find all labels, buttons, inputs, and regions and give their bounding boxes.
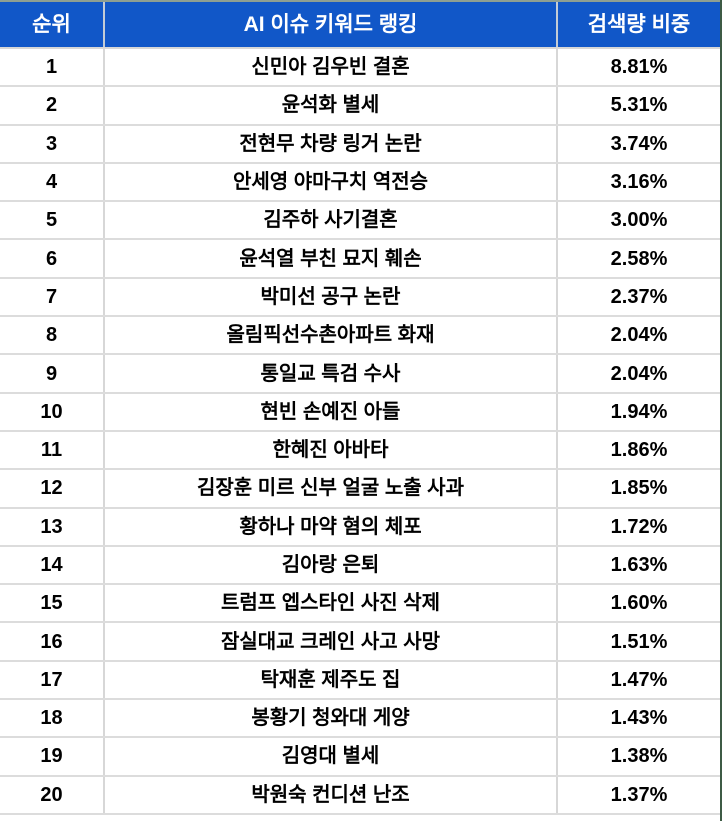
- rank-cell: 15: [0, 585, 105, 622]
- share-cell: 1.51%: [610, 630, 668, 653]
- table-row: 1 신민아 김우빈 결혼 8.81%: [0, 49, 720, 88]
- keyword-cell: 김장훈 미르 신부 얼굴 노출 사과: [105, 470, 558, 507]
- table-row: 8 올림픽선수촌아파트 화재 2.04%: [0, 317, 720, 356]
- share-cell: 2.04%: [610, 362, 668, 385]
- table-row: 12 김장훈 미르 신부 얼굴 노출 사과 1.85%: [0, 470, 720, 509]
- rank-cell: 12: [0, 470, 105, 507]
- share-cell: 3.74%: [610, 132, 668, 155]
- table-right-border: [720, 0, 722, 821]
- rank-cell: 8: [0, 317, 105, 354]
- rank-cell: 6: [0, 240, 105, 277]
- keyword-cell: 한혜진 아바타: [105, 431, 558, 469]
- share-cell: 1.86%: [610, 439, 668, 462]
- table-row: 4 안세영 야마구치 역전승 3.16%: [0, 163, 720, 203]
- keyword-cell: 박원숙 컨디션 난조: [105, 776, 558, 813]
- header-rank: 순위: [0, 2, 105, 47]
- keyword-cell: 박미선 공구 논란: [105, 278, 558, 316]
- rank-cell: 5: [0, 202, 105, 239]
- rank-cell: 18: [0, 700, 105, 737]
- rank-cell: 4: [0, 163, 105, 201]
- table-body: 1 신민아 김우빈 결혼 8.81% 2 윤석화 별세 5.31% 3 전현무 …: [0, 49, 720, 815]
- keyword-cell: 김영대 별세: [105, 738, 558, 775]
- table-row: 3 전현무 차량 링거 논란 3.74%: [0, 125, 720, 164]
- rank-cell: 13: [0, 508, 105, 545]
- table-header-row: 순위 AI 이슈 키워드 랭킹 검색량 비중: [0, 2, 720, 49]
- share-cell: 1.94%: [610, 400, 668, 423]
- share-cell: 1.47%: [610, 668, 668, 691]
- share-cell: 1.38%: [610, 745, 668, 768]
- keyword-cell: 통일교 특검 수사: [105, 355, 558, 392]
- share-cell: 2.58%: [610, 247, 668, 270]
- rank-cell: 20: [0, 776, 105, 813]
- keyword-cell: 잠실대교 크레인 사고 사망: [105, 623, 558, 660]
- rank-cell: 7: [0, 278, 105, 316]
- rank-cell: 9: [0, 355, 105, 392]
- rank-cell: 19: [0, 738, 105, 775]
- table-row: 7 박미선 공구 논란 2.37%: [0, 278, 720, 318]
- table-row: 19 김영대 별세 1.38%: [0, 738, 720, 777]
- rank-cell: 16: [0, 623, 105, 660]
- rank-cell: 1: [0, 49, 105, 86]
- keyword-cell: 신민아 김우빈 결혼: [105, 49, 558, 86]
- table-row: 14 김아랑 은퇴 1.63%: [0, 546, 720, 586]
- keyword-cell: 윤석열 부친 묘지 훼손: [105, 240, 558, 277]
- keyword-cell: 김주하 사기결혼: [105, 202, 558, 239]
- table-row: 10 현빈 손예진 아들 1.94%: [0, 393, 720, 432]
- table-top-border: [0, 0, 722, 2]
- share-cell: 5.31%: [610, 94, 668, 117]
- table-row: 5 김주하 사기결혼 3.00%: [0, 202, 720, 241]
- table-row: 2 윤석화 별세 5.31%: [0, 87, 720, 126]
- table-row: 15 트럼프 엡스타인 사진 삭제 1.60%: [0, 585, 720, 624]
- share-cell: 8.81%: [610, 56, 668, 79]
- rank-cell: 11: [0, 431, 105, 469]
- share-cell: 3.16%: [610, 171, 668, 194]
- share-cell: 1.60%: [610, 592, 668, 615]
- keyword-cell: 트럼프 엡스타인 사진 삭제: [105, 585, 558, 622]
- table-row: 9 통일교 특검 수사 2.04%: [0, 355, 720, 394]
- keyword-cell: 안세영 야마구치 역전승: [105, 163, 558, 201]
- share-cell: 1.72%: [610, 515, 668, 538]
- header-search-share: 검색량 비중: [587, 12, 691, 36]
- table-row: 11 한혜진 아바타 1.86%: [0, 431, 720, 471]
- table-row: 13 황하나 마약 혐의 체포 1.72%: [0, 508, 720, 547]
- header-keyword-ranking: AI 이슈 키워드 랭킹: [105, 2, 558, 47]
- keyword-cell: 탁재훈 제주도 집: [105, 661, 558, 699]
- keyword-cell: 황하나 마약 혐의 체포: [105, 508, 558, 545]
- keyword-cell: 봉황기 청와대 게양: [105, 700, 558, 737]
- rank-cell: 14: [0, 546, 105, 584]
- rank-cell: 17: [0, 661, 105, 699]
- keyword-cell: 윤석화 별세: [105, 87, 558, 124]
- table-row: 20 박원숙 컨디션 난조 1.37%: [0, 776, 720, 815]
- keyword-cell: 전현무 차량 링거 논란: [105, 125, 558, 162]
- share-cell: 3.00%: [610, 209, 668, 232]
- rank-cell: 10: [0, 393, 105, 430]
- table-row: 17 탁재훈 제주도 집 1.47%: [0, 661, 720, 701]
- rank-cell: 3: [0, 125, 105, 162]
- table-row: 16 잠실대교 크레인 사고 사망 1.51%: [0, 623, 720, 662]
- table-row: 18 봉황기 청와대 게양 1.43%: [0, 700, 720, 739]
- share-cell: 2.37%: [610, 285, 668, 308]
- keyword-cell: 김아랑 은퇴: [105, 546, 558, 584]
- table-row: 6 윤석열 부친 묘지 훼손 2.58%: [0, 240, 720, 279]
- keyword-cell: 올림픽선수촌아파트 화재: [105, 317, 558, 354]
- keyword-cell: 현빈 손예진 아들: [105, 393, 558, 430]
- rank-cell: 2: [0, 87, 105, 124]
- share-cell: 2.04%: [610, 324, 668, 347]
- share-cell: 1.63%: [610, 554, 668, 576]
- share-cell: 1.85%: [610, 477, 668, 500]
- share-cell: 1.37%: [610, 783, 668, 806]
- share-cell: 1.43%: [610, 707, 668, 730]
